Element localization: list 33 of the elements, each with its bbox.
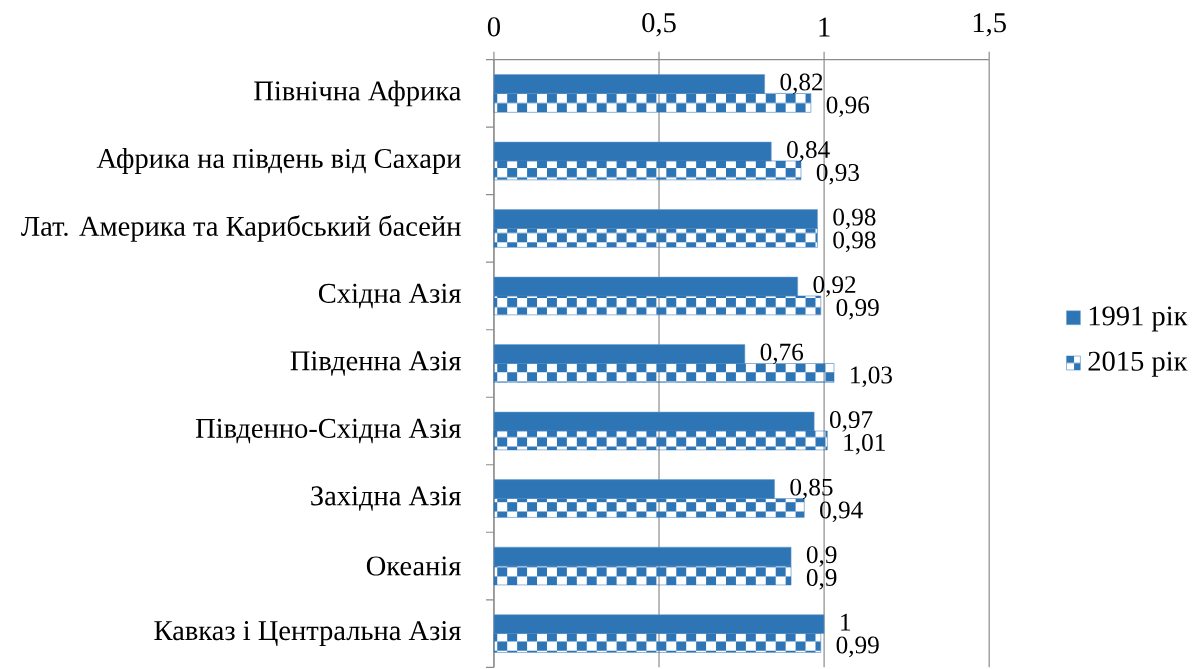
data-label: 1,03 bbox=[851, 366, 892, 387]
legend-label: 2015 рік bbox=[1088, 351, 1188, 377]
data-label: 0,99 bbox=[836, 636, 879, 657]
y-tick-label: Південна Азія bbox=[290, 351, 461, 376]
data-label: 0,9 bbox=[806, 568, 837, 590]
data-label: 1,01 bbox=[844, 433, 885, 455]
data-label: 0,94 bbox=[820, 501, 863, 522]
y-tick-label: Західна Азія bbox=[311, 486, 461, 511]
y-tick-label: Кавказ і Центральна Азія bbox=[154, 620, 461, 646]
data-label: 0,97 bbox=[830, 410, 873, 432]
data-label: 0,98 bbox=[833, 208, 876, 230]
legend-label: 1991 рік bbox=[1089, 306, 1188, 332]
x-tick-label: 1,5 bbox=[973, 13, 1006, 37]
data-label: 0,76 bbox=[760, 343, 804, 365]
data-label: 0,92 bbox=[813, 275, 856, 297]
data-label: 0,84 bbox=[787, 140, 830, 162]
y-tick-label: Південно-Східна Азія bbox=[195, 418, 461, 444]
data-label: 0,99 bbox=[836, 298, 879, 320]
data-label: 0,9 bbox=[806, 546, 837, 567]
y-tick-label: Північна Африка bbox=[254, 80, 462, 107]
data-label: 0,93 bbox=[816, 163, 859, 185]
data-label: 1 bbox=[841, 613, 851, 631]
x-tick-label: 1 bbox=[819, 17, 830, 37]
y-tick-label: Океанія bbox=[366, 556, 461, 576]
y-tick-label: Африка на південь від Сахари bbox=[96, 147, 461, 174]
data-label: 0,85 bbox=[790, 478, 833, 500]
y-tick-label: Східна Азія bbox=[318, 283, 461, 309]
data-label: 0,96 bbox=[826, 96, 870, 117]
x-tick-label: 0 bbox=[487, 17, 500, 37]
y-tick-label: Лат. Америка та Карибський басейн bbox=[21, 215, 461, 242]
x-tick-label: 0,5 bbox=[642, 12, 676, 37]
data-label: 0,82 bbox=[780, 73, 823, 95]
data-label: 0,98 bbox=[833, 231, 876, 252]
